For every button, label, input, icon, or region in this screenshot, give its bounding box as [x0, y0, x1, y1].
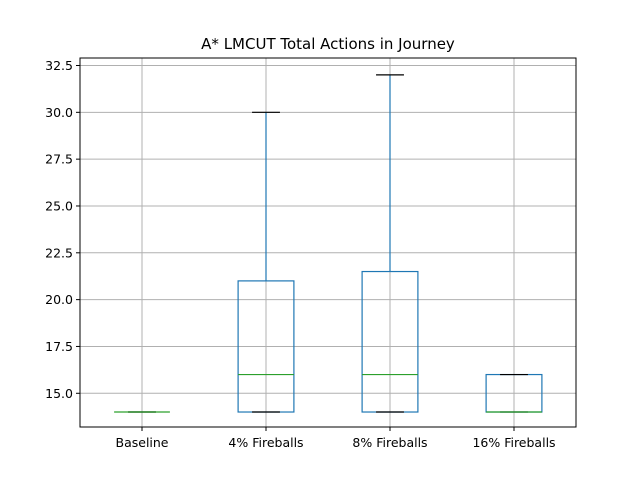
- box-2: [361, 74, 419, 413]
- x-tick-label: 8% Fireballs: [352, 435, 427, 450]
- y-tick-label: 20.0: [45, 292, 73, 307]
- y-tick-label: 17.5: [45, 339, 73, 354]
- y-tick-label: 25.0: [45, 198, 73, 213]
- box-1: [237, 111, 295, 413]
- box-3: [485, 373, 543, 413]
- x-tick-label: 4% Fireballs: [228, 435, 303, 450]
- boxes: [114, 74, 543, 413]
- y-tick-label: 30.0: [45, 105, 73, 120]
- x-tick-label: 16% Fireballs: [472, 435, 555, 450]
- x-axis-ticks: Baseline 4% Fireballs 8% Fireballs 16% Fire…: [116, 427, 556, 450]
- y-axis-ticks: 15.0 17.5 20.0 22.5 25.0 27.5 30.0 32.5: [45, 58, 80, 401]
- plot-area-frame: [79, 57, 577, 428]
- y-tick-label: 22.5: [45, 245, 73, 260]
- y-tick-label: 27.5: [45, 152, 73, 167]
- chart-title: A* LMCUT Total Actions in Journey: [201, 35, 455, 53]
- y-tick-label: 32.5: [45, 58, 73, 73]
- y-tick-label: 15.0: [45, 386, 73, 401]
- x-tick-label: Baseline: [116, 435, 169, 450]
